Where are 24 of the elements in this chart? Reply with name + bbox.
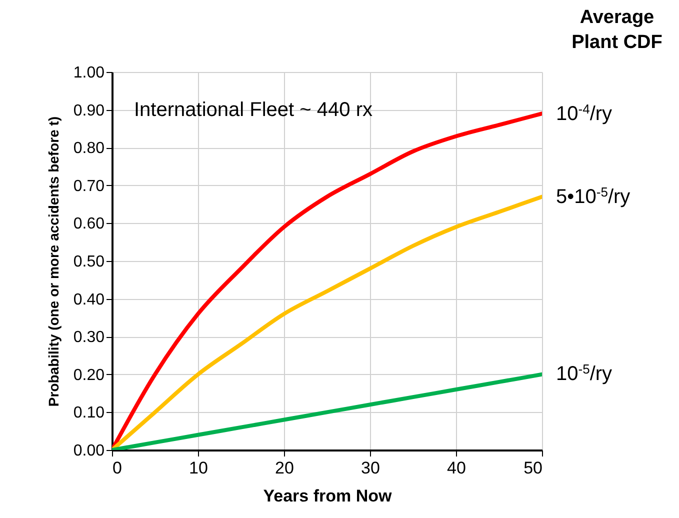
series-label: 10$^{-5}$/ry [556, 362, 612, 386]
y-tick-label: 0.30 [73, 329, 105, 346]
y-tick-label: 0.00 [73, 442, 105, 460]
x-tick-label: 0 [112, 458, 122, 478]
y-tick-label: 0.50 [73, 254, 105, 270]
x-axis-title: Years from Now [263, 486, 393, 506]
y-axis-title: Probability (one or more accidents before t) [45, 116, 62, 407]
y-tick-label: 0.80 [73, 140, 105, 158]
y-tick-label: 0.40 [73, 291, 105, 308]
x-tick-label: 50 [524, 458, 542, 478]
y-tick-label: 0.90 [73, 102, 105, 120]
y-tick-label: 0.20 [73, 366, 105, 384]
y-tick-label: 0.10 [73, 404, 105, 422]
x-tick-label: 20 [275, 458, 294, 478]
series-label: 10$^{-4}$/ry [556, 101, 612, 125]
series-label: 5•10$^{-5}$/ry [556, 184, 630, 208]
y-tick-label: 0.70 [73, 178, 105, 195]
legend-title: Average Plant CDF [570, 6, 664, 55]
y-tick-label: 0.60 [73, 216, 105, 233]
y-tick-label: 1.00 [73, 64, 105, 82]
x-tick-label: 30 [361, 458, 380, 478]
annotation: International Fleet ~ 440 rx [134, 99, 372, 121]
x-tick-label: 40 [447, 458, 466, 478]
x-tick-label: 10 [189, 458, 208, 478]
